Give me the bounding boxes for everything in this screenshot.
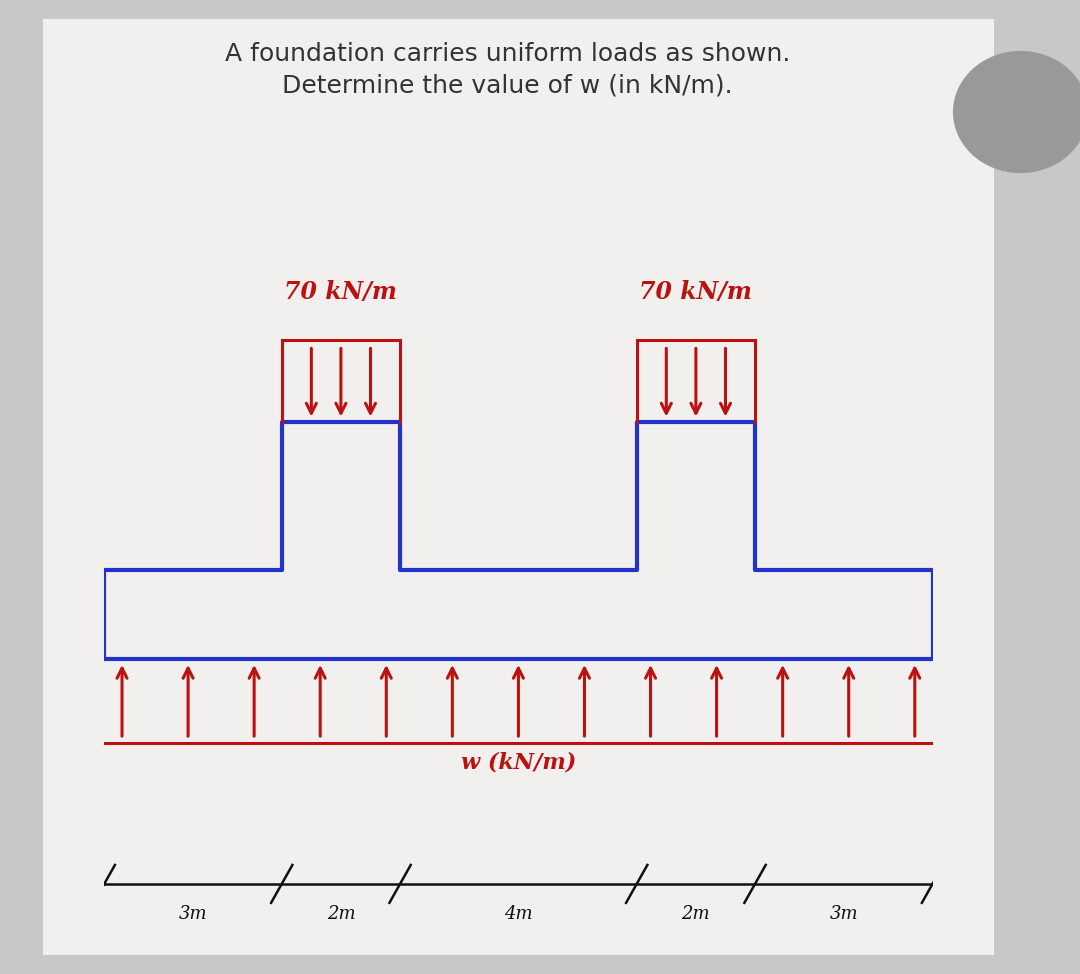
- Text: 70 kN/m: 70 kN/m: [639, 281, 753, 304]
- Text: 3m: 3m: [178, 905, 207, 922]
- Text: A foundation carries uniform loads as shown.: A foundation carries uniform loads as sh…: [225, 42, 791, 65]
- Text: 4m: 4m: [504, 905, 532, 922]
- Text: 70 kN/m: 70 kN/m: [284, 281, 397, 304]
- Text: w (kN/m): w (kN/m): [461, 752, 576, 774]
- Text: Determine the value of w (in kN/m).: Determine the value of w (in kN/m).: [282, 74, 733, 97]
- Text: 2m: 2m: [326, 905, 355, 922]
- Text: 3m: 3m: [829, 905, 859, 922]
- Text: 2m: 2m: [681, 905, 711, 922]
